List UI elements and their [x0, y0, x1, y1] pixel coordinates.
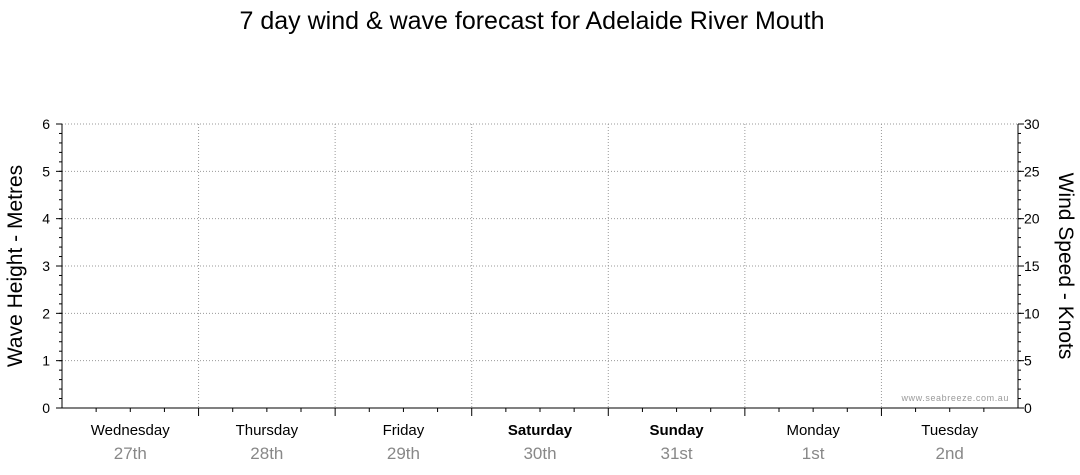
day-name-label: Saturday	[508, 422, 573, 439]
day-date-label: 31st	[661, 444, 693, 463]
labels-layer: 0 1 2 3 4 5 6 0 5 10 15 20 25 30 Wednesday 27th Thursday…	[42, 116, 1040, 463]
day-date-label: 27th	[114, 444, 147, 463]
y-right-tick-label: 15	[1024, 258, 1040, 274]
y-left-tick-label: 2	[42, 305, 50, 321]
chart-title: 7 day wind & wave forecast for Adelaide …	[239, 7, 824, 35]
y-axis-left-label: Wave Height - Metres	[4, 165, 27, 367]
day-name-label: Friday	[383, 422, 425, 439]
day-date-label: 2nd	[936, 444, 964, 463]
watermark: www.seabreeze.com.au	[900, 393, 1009, 403]
y-left-tick-label: 4	[42, 211, 50, 227]
y-right-tick-label: 5	[1024, 353, 1032, 369]
y-right-tick-label: 10	[1024, 305, 1040, 321]
y-left-tick-label: 5	[42, 163, 50, 179]
day-date-label: 29th	[387, 444, 420, 463]
y-left-tick-label: 0	[42, 400, 50, 416]
y-left-tick-label: 3	[42, 258, 50, 274]
y-left-tick-label: 6	[42, 116, 50, 132]
day-name-label: Thursday	[236, 422, 299, 439]
day-name-label: Monday	[786, 422, 840, 439]
axes-layer	[56, 123, 1024, 416]
y-right-tick-label: 25	[1024, 163, 1040, 179]
grid-layer	[62, 123, 1018, 408]
day-name-label: Wednesday	[91, 422, 170, 439]
day-name-label: Tuesday	[921, 422, 978, 439]
day-date-label: 28th	[250, 444, 283, 463]
y-right-tick-label: 0	[1024, 400, 1032, 416]
day-name-label: Sunday	[649, 422, 704, 439]
y-right-tick-label: 30	[1024, 116, 1040, 132]
day-date-label: 30th	[523, 444, 556, 463]
y-right-tick-label: 20	[1024, 211, 1040, 227]
y-left-tick-label: 1	[42, 353, 50, 369]
day-date-label: 1st	[802, 444, 825, 463]
y-axis-right-label: Wind Speed - Knots	[1054, 173, 1077, 360]
